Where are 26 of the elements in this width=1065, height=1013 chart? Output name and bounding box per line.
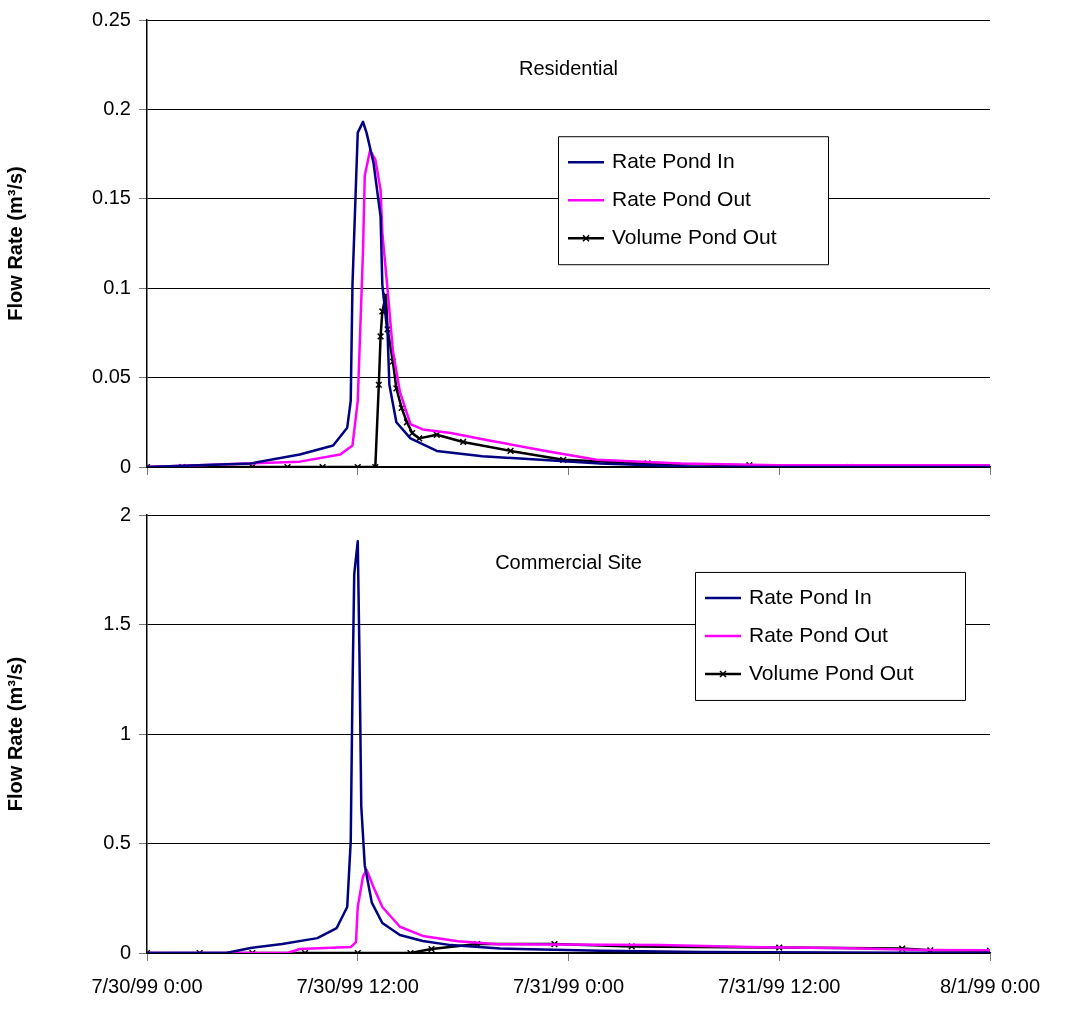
- legend-label: Rate Pond In: [749, 584, 872, 608]
- y-tick-label: 0.15: [92, 186, 131, 209]
- y-tick-label: 0: [119, 940, 131, 963]
- legend-label: Rate Pond Out: [612, 187, 752, 211]
- legend-label: Rate Pond Out: [749, 622, 889, 646]
- y-tick-label: 0.5: [103, 831, 131, 854]
- x-tick-label: 8/1/99 0:00: [939, 974, 1041, 997]
- y-tick-label: 0.1: [103, 275, 131, 298]
- x-tick-label: 7/31/99 12:00: [718, 974, 841, 997]
- text: Commercial Site: [495, 550, 642, 573]
- y-tick-label: 0: [119, 454, 131, 477]
- x-tick-label: 7/30/99 12:00: [296, 974, 419, 997]
- y-tick-label: 1: [119, 721, 131, 744]
- legend-label: Volume Pond Out: [749, 660, 914, 684]
- y-tick-label: 2: [119, 502, 131, 525]
- text: Residential: [519, 56, 618, 79]
- x-tick-label: 7/30/99 0:00: [91, 974, 203, 997]
- y-tick-label: 0.25: [92, 7, 131, 30]
- y-tick-label: 0.05: [92, 365, 131, 388]
- legend-label: Volume Pond Out: [612, 225, 777, 249]
- legend-label: Rate Pond In: [612, 149, 735, 173]
- y-axis-title: Flow Rate (m³/s): [3, 656, 26, 812]
- x-tick-label: 7/31/99 0:00: [512, 974, 625, 997]
- y-tick-label: 1.5: [103, 612, 131, 635]
- y-tick-label: 0.2: [103, 96, 131, 119]
- y-axis-title: Flow Rate (m³/s): [3, 166, 26, 321]
